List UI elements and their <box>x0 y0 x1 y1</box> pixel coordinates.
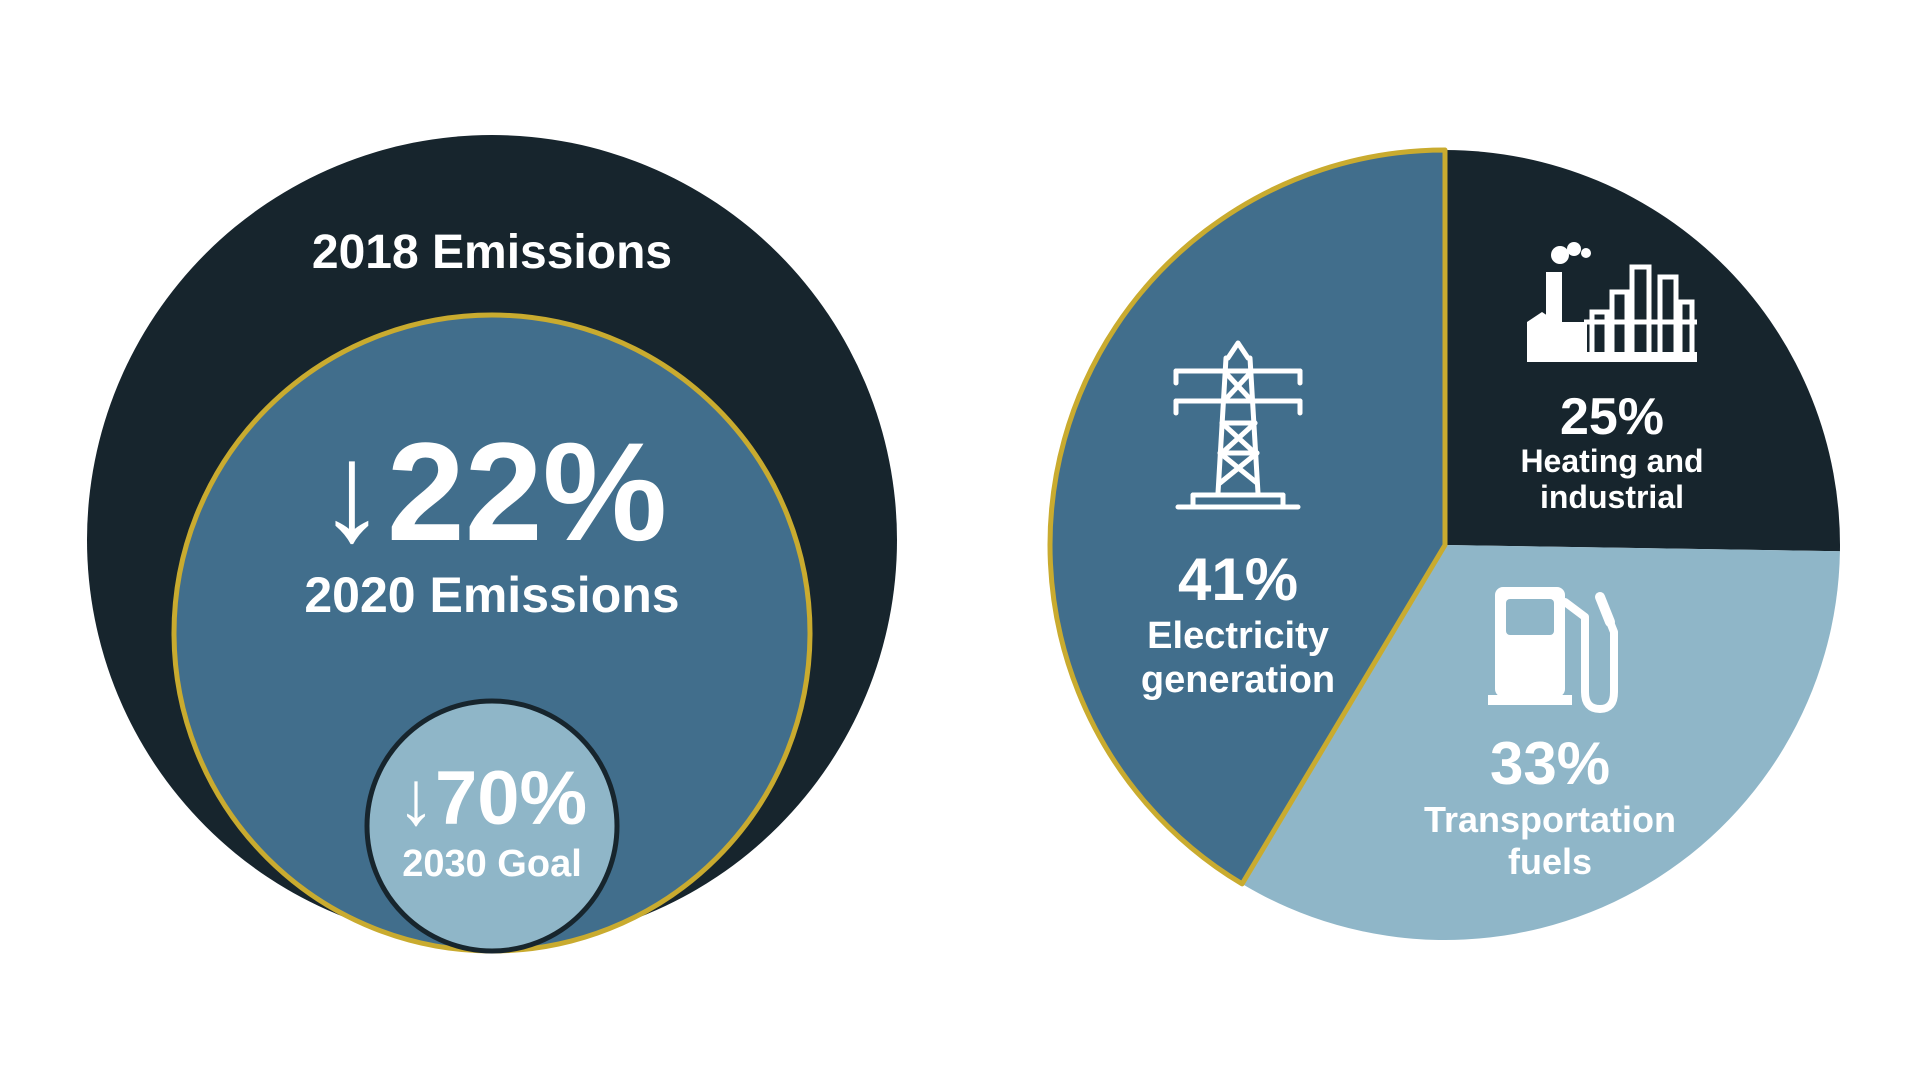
circle-2030-goal <box>364 698 620 954</box>
pie-slice-heating-and-industrial <box>1445 150 1840 552</box>
factory-icon <box>1527 242 1697 362</box>
label-2018-emissions: 2018 Emissions <box>312 226 672 279</box>
pie-slices <box>1047 147 1840 940</box>
label-2020-emissions: 2020 Emissions <box>304 567 679 623</box>
pie-slice-electricity-generation <box>1047 147 1448 887</box>
heating-value: 25% <box>1560 388 1664 446</box>
fuel-pump-icon <box>1488 587 1618 713</box>
heating-label-line-2: industrial <box>1540 479 1684 515</box>
emissions-circles-chart: 2018 Emissions ↓22% 2020 Emissions ↓70% … <box>87 135 897 954</box>
electricity-label-line-1: Electricity <box>1147 615 1329 657</box>
transportation-value: 33% <box>1490 730 1610 797</box>
transportation-label-line-2: fuels <box>1508 841 1592 882</box>
label-2030-goal: 2030 Goal <box>402 843 582 885</box>
transportation-label-line-1: Transportation <box>1424 799 1676 840</box>
power-tower-icon <box>1173 340 1303 510</box>
pie-slice-transportation-fuels <box>1242 545 1840 940</box>
change-2020-emissions: ↓22% <box>317 413 667 570</box>
electricity-value: 41% <box>1178 546 1298 613</box>
emissions-pie-chart: 41% Electricity generation 25% Heating a… <box>1047 147 1840 940</box>
change-2030-goal: ↓70% <box>397 756 587 841</box>
electricity-label-line-2: generation <box>1141 659 1335 701</box>
heating-label-line-1: Heating and <box>1520 443 1703 479</box>
